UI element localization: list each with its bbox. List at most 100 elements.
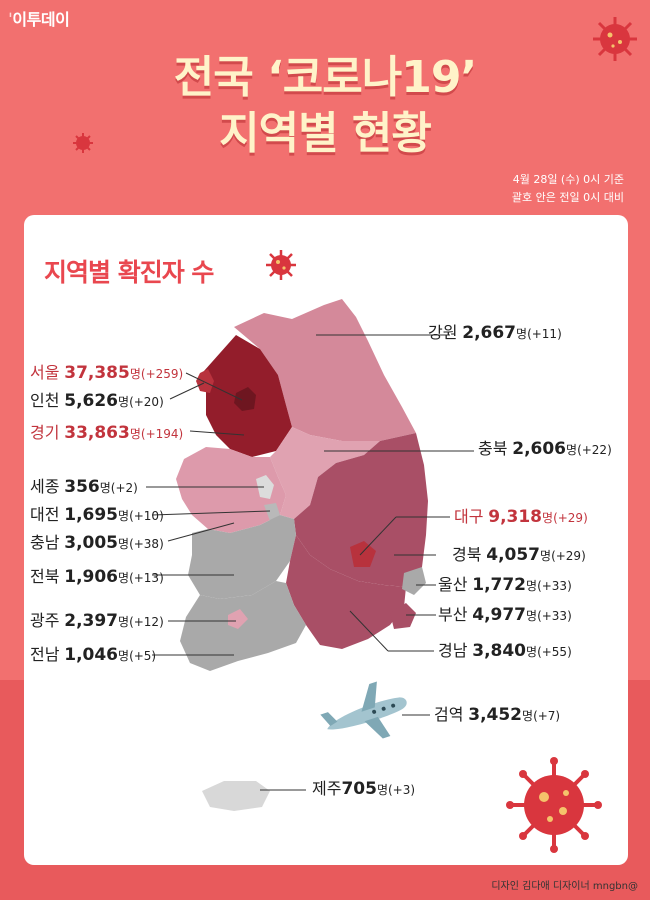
daily-change: (+3) xyxy=(388,783,416,797)
case-count: 33,863 xyxy=(64,423,130,443)
case-count: 4,057 xyxy=(486,545,541,565)
brand-logo: ˈ이투데이 xyxy=(8,10,70,29)
region-jeonnam xyxy=(180,581,306,671)
case-count: 3,452 xyxy=(468,705,523,725)
case-count: 705 xyxy=(341,779,377,799)
case-count: 3,840 xyxy=(472,641,527,661)
region-name: 제주 xyxy=(312,779,342,798)
page-title: 전국 ‘코로나19’ 지역별 현황 xyxy=(0,50,650,162)
section-title-text: 지역별 확진자 수 xyxy=(44,258,214,287)
region-label: 세종 356명(+2) xyxy=(30,477,138,498)
unit: 명 xyxy=(516,327,528,341)
case-count: 1,772 xyxy=(472,575,527,595)
region-name: 경기 xyxy=(30,423,60,442)
unit: 명 xyxy=(566,443,578,457)
daily-change: (+33) xyxy=(537,579,572,593)
daily-change: (+29) xyxy=(551,549,586,563)
region-label: 강원 2,667명(+11) xyxy=(428,323,562,344)
daily-change: (+194) xyxy=(140,427,184,441)
daily-change: (+5) xyxy=(129,649,157,663)
region-name: 울산 xyxy=(438,575,468,594)
daily-change: (+10) xyxy=(129,509,164,523)
region-name: 경남 xyxy=(438,641,468,660)
region-name: 광주 xyxy=(30,611,60,630)
case-count: 4,977 xyxy=(472,605,527,625)
region-daejeon xyxy=(264,503,280,521)
unit: 명 xyxy=(118,509,130,523)
region-jeonbuk xyxy=(188,515,296,599)
region-sejong xyxy=(256,475,274,499)
region-label: 제주705명(+3) xyxy=(312,779,415,800)
case-count: 1,695 xyxy=(64,505,119,525)
data-basis-note: 4월 28일 (수) 0시 기준 괄호 안은 전일 0시 대비 xyxy=(512,171,624,207)
region-gyeongbuk xyxy=(294,433,428,587)
region-label: 충남 3,005명(+38) xyxy=(30,533,164,554)
region-ulsan xyxy=(402,567,426,595)
daily-change: (+29) xyxy=(553,511,588,525)
title-line-1: 전국 ‘코로나19’ xyxy=(173,52,477,103)
unit: 명 xyxy=(118,615,130,629)
unit: 명 xyxy=(526,609,538,623)
unit: 명 xyxy=(376,783,388,797)
design-credit: 디자인 김다애 디자이너 mngbn@ xyxy=(491,881,638,892)
daily-change: (+55) xyxy=(537,645,572,659)
virus-icon xyxy=(266,250,296,280)
unit: 명 xyxy=(118,571,130,585)
region-name: 전북 xyxy=(30,567,60,586)
leader-line xyxy=(169,382,205,400)
unit: 명 xyxy=(118,395,130,409)
map-card: 지역별 확진자 수 xyxy=(24,215,628,865)
leader-line xyxy=(189,430,245,436)
virus-icon xyxy=(593,17,637,61)
daily-change: (+12) xyxy=(129,615,164,629)
region-name: 경북 xyxy=(452,545,482,564)
region-label: 검역 3,452명(+7) xyxy=(434,705,560,726)
region-incheon xyxy=(196,369,214,393)
case-count: 5,626 xyxy=(64,391,119,411)
daily-change: (+259) xyxy=(140,367,184,381)
region-gyeongnam xyxy=(286,535,406,649)
change-note: 괄호 안은 전일 0시 대비 xyxy=(511,191,624,204)
region-label: 서울 37,385명(+259) xyxy=(30,363,183,384)
region-label: 전북 1,906명(+13) xyxy=(30,567,164,588)
region-name: 인천 xyxy=(30,391,60,410)
region-name: 강원 xyxy=(428,323,458,342)
region-gwangju xyxy=(228,609,248,629)
unit: 명 xyxy=(526,645,538,659)
case-count: 2,397 xyxy=(64,611,119,631)
region-name: 전남 xyxy=(30,645,60,664)
region-seoul xyxy=(234,387,256,411)
case-count: 37,385 xyxy=(64,363,130,383)
unit: 명 xyxy=(542,511,554,525)
leader-line xyxy=(349,610,389,652)
region-name: 세종 xyxy=(30,477,60,496)
case-count: 356 xyxy=(64,477,100,497)
region-label: 전남 1,046명(+5) xyxy=(30,645,156,666)
unit: 명 xyxy=(129,367,141,381)
virus-icon xyxy=(506,757,602,853)
case-count: 1,046 xyxy=(64,645,119,665)
korea-map xyxy=(146,299,602,853)
leader-line xyxy=(359,516,397,556)
region-label: 충북 2,606명(+22) xyxy=(478,439,612,460)
region-name: 검역 xyxy=(434,705,464,724)
brand-name: 이투데이 xyxy=(12,10,70,29)
daily-change: (+38) xyxy=(129,537,164,551)
unit: 명 xyxy=(526,579,538,593)
region-label: 인천 5,626명(+20) xyxy=(30,391,164,412)
region-label: 대전 1,695명(+10) xyxy=(30,505,164,526)
unit: 명 xyxy=(129,427,141,441)
case-count: 3,005 xyxy=(64,533,119,553)
case-count: 2,667 xyxy=(462,323,517,343)
daily-change: (+22) xyxy=(577,443,612,457)
leader-line xyxy=(167,522,235,542)
region-label: 부산 4,977명(+33) xyxy=(438,605,572,626)
unit: 명 xyxy=(118,649,130,663)
leader-line xyxy=(151,510,271,516)
region-name: 부산 xyxy=(438,605,468,624)
region-busan xyxy=(390,603,416,629)
case-count: 2,606 xyxy=(512,439,567,459)
airplane-icon xyxy=(320,681,407,739)
region-label: 경남 3,840명(+55) xyxy=(438,641,572,662)
region-name: 대구 xyxy=(454,507,484,526)
